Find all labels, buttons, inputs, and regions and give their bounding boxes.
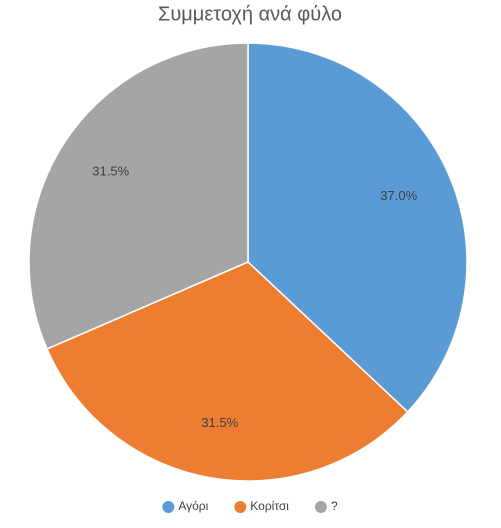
legend-marker xyxy=(314,501,327,513)
legend-label: ? xyxy=(331,499,338,513)
legend-marker xyxy=(234,501,247,513)
data-label: 31.5% xyxy=(201,415,238,430)
legend-label: Κορίτσι xyxy=(250,499,289,513)
pie-slice xyxy=(28,42,249,350)
pie-slice xyxy=(46,261,409,482)
legend-marker xyxy=(162,501,175,513)
data-label: 31.5% xyxy=(92,163,129,178)
pie-slice xyxy=(247,42,468,413)
legend-label: Αγόρι xyxy=(178,499,208,513)
chart-title: Συμμετοχή ανά φύλο xyxy=(158,3,342,25)
data-label: 37.0% xyxy=(380,188,417,203)
